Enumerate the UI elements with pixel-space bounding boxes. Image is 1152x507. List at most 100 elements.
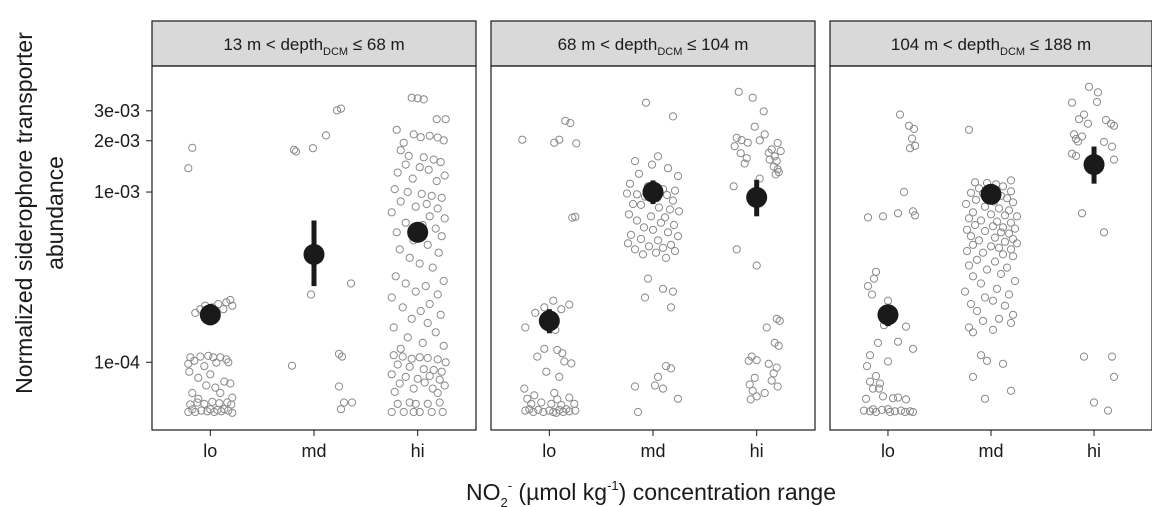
data-point [409, 407, 418, 417]
data-point [654, 203, 664, 212]
data-point [224, 358, 233, 367]
data-point [901, 395, 911, 404]
data-point [407, 93, 416, 102]
data-point [1010, 276, 1020, 286]
data-point [332, 106, 342, 115]
data-point [416, 306, 425, 316]
data-point [730, 142, 739, 151]
data-point [415, 163, 424, 172]
data-point [423, 399, 432, 408]
data-point [407, 314, 416, 323]
data-point [663, 164, 673, 173]
data-point [752, 356, 761, 365]
data-point [411, 202, 420, 211]
mean-marker [407, 221, 429, 243]
x-tick-label: lo [542, 441, 556, 461]
data-point [437, 232, 446, 241]
data-point [968, 328, 978, 337]
data-point [196, 352, 205, 361]
data-point [417, 189, 426, 198]
data-point [883, 357, 893, 366]
data-point [428, 384, 437, 393]
data-point [964, 214, 974, 223]
data-point [1092, 97, 1102, 107]
data-point [863, 282, 873, 291]
data-point [970, 220, 980, 230]
data-point [623, 239, 633, 248]
facet-label-post: ≤ 104 m [682, 35, 748, 54]
data-point [520, 384, 529, 393]
facet-label-pre: 104 m < depth [891, 35, 1000, 54]
data-point [750, 373, 759, 382]
data-point [653, 152, 663, 161]
facet-label: 13 m < depthDCM ≤ 68 m [223, 35, 404, 58]
data-point [540, 303, 549, 312]
data-point [1074, 115, 1084, 124]
data-point [542, 367, 551, 376]
data-point [401, 279, 410, 288]
data-point [200, 362, 209, 371]
data-point [988, 325, 998, 334]
mean-marker [980, 183, 1002, 205]
data-point [438, 407, 447, 417]
data-point [336, 104, 346, 113]
data-point [966, 299, 976, 309]
data-point [863, 213, 873, 222]
data-point [1109, 121, 1119, 130]
data-point [640, 293, 650, 302]
data-point [420, 378, 429, 387]
data-point [421, 282, 430, 291]
data-point [905, 144, 915, 153]
x-tick-label: hi [750, 441, 764, 461]
data-point [436, 158, 445, 167]
data-point [200, 399, 209, 408]
y-tick-label: 1e-04 [94, 352, 140, 372]
data-point [1107, 142, 1117, 151]
data-point [552, 408, 561, 417]
data-point [561, 116, 570, 125]
data-point [888, 394, 898, 403]
data-point [428, 263, 437, 272]
data-point [964, 261, 974, 270]
data-point [1006, 245, 1016, 254]
data-point [632, 216, 642, 225]
data-point [401, 160, 410, 169]
data-point [222, 298, 231, 307]
facet-label-sub: DCM [1000, 46, 1025, 58]
data-point [1006, 176, 1016, 185]
facet-label: 68 m < depthDCM ≤ 104 m [558, 35, 749, 58]
data-point [391, 272, 400, 281]
data-point [413, 94, 422, 103]
data-point [433, 355, 442, 364]
data-point [1071, 134, 1081, 144]
mean-marker [538, 310, 560, 332]
data-point [387, 293, 396, 302]
data-point [539, 407, 548, 417]
facet-strip [829, 20, 1152, 67]
data-point [638, 250, 648, 259]
data-point [1089, 398, 1099, 407]
data-point [191, 308, 200, 317]
data-point [626, 230, 636, 239]
data-point [871, 267, 881, 276]
data-point [980, 394, 990, 403]
data-point [644, 242, 654, 251]
data-point [560, 357, 569, 366]
data-point [883, 405, 893, 414]
data-point [399, 138, 408, 147]
data-point [521, 323, 530, 332]
data-point [411, 399, 420, 408]
data-point [395, 245, 404, 254]
data-point [772, 157, 781, 166]
data-point [565, 300, 574, 309]
data-point [389, 323, 398, 332]
x-axis-title-unit: (µmol kg [512, 479, 607, 505]
data-point [431, 328, 440, 337]
data-point [974, 236, 984, 245]
data-point [1067, 149, 1077, 158]
data-point [423, 353, 432, 363]
data-point [658, 284, 668, 293]
data-point [396, 146, 405, 155]
data-point [432, 177, 441, 186]
